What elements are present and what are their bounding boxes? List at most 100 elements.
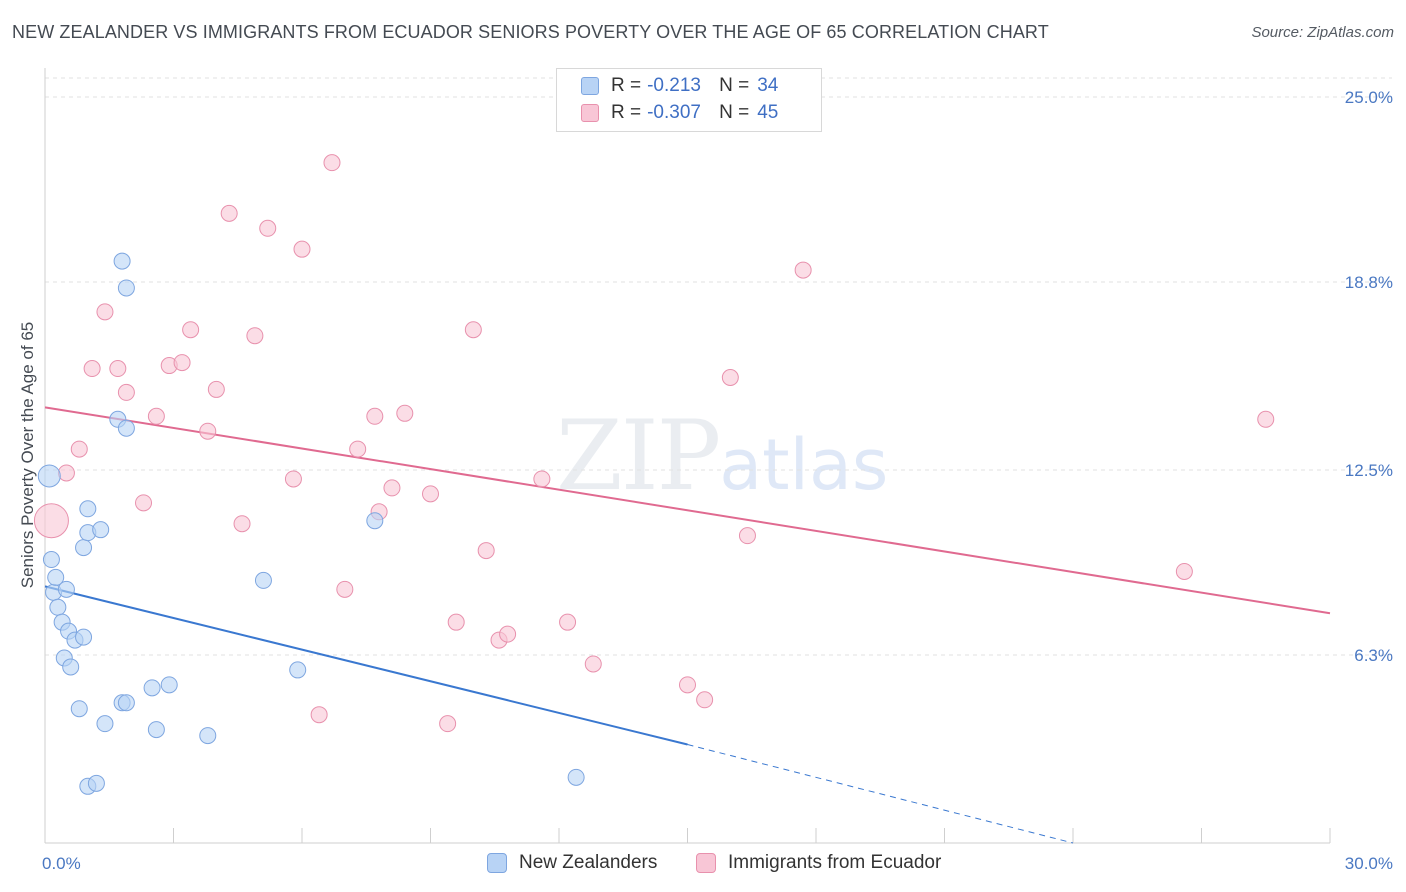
trend-line-immigrants-ecuador	[44, 406, 1331, 615]
point-new-zealanders	[289, 661, 307, 679]
point-immigrants-ecuador	[447, 613, 465, 631]
point-immigrants-ecuador	[70, 440, 88, 458]
legend-row-immigrants-ecuador: R = -0.307 N = 45	[581, 100, 778, 126]
y-tick-label: 12.5%	[1345, 461, 1393, 480]
point-new-zealanders	[57, 580, 75, 598]
point-new-zealanders	[160, 676, 178, 694]
point-new-zealanders	[117, 279, 135, 297]
x-tick-label-min: 0.0%	[42, 854, 81, 873]
point-new-zealanders	[87, 774, 105, 792]
point-immigrants-ecuador	[323, 154, 341, 172]
point-immigrants-ecuador	[207, 380, 225, 398]
point-immigrants-ecuador	[293, 240, 311, 258]
point-immigrants-ecuador	[135, 494, 153, 512]
point-immigrants-ecuador	[284, 470, 302, 488]
point-new-zealanders	[62, 658, 80, 676]
point-immigrants-ecuador	[422, 485, 439, 503]
point-immigrants-ecuador	[310, 706, 328, 724]
point-immigrants-ecuador	[96, 303, 114, 321]
point-immigrants-ecuador	[147, 407, 165, 425]
point-immigrants-ecuador	[464, 321, 482, 339]
point-immigrants-ecuador	[1257, 410, 1275, 428]
point-immigrants-ecuador	[259, 219, 277, 237]
legend-row-new-zealanders: R = -0.213 N = 34	[581, 73, 778, 99]
series-legend: New Zealanders Immigrants from Ecuador	[0, 852, 1406, 878]
axis-labels: 6.3% 12.5% 18.8% 25.0% 0.0% 30.0% Seniors Pove…	[18, 88, 1393, 873]
point-immigrants-ecuador	[477, 542, 495, 560]
point-immigrants-ecuador	[336, 580, 354, 598]
point-new-zealanders	[117, 419, 135, 437]
point-immigrants-ecuador	[584, 655, 602, 673]
point-immigrants-ecuador	[199, 422, 217, 440]
point-new-zealanders	[199, 727, 217, 745]
point-new-zealanders	[143, 679, 161, 697]
point-new-zealanders	[366, 512, 384, 530]
series-swatch-pink	[696, 853, 716, 873]
chart-title: NEW ZEALANDER VS IMMIGRANTS FROM ECUADOR…	[12, 22, 1049, 42]
point-immigrants-ecuador	[117, 383, 135, 401]
y-tick-label: 18.8%	[1345, 273, 1393, 292]
trend-line-new-zealanders-extension	[687, 744, 1074, 844]
point-immigrants-ecuador	[1175, 562, 1193, 580]
legend-r-value: -0.307	[647, 102, 701, 123]
legend-r-label: R =	[611, 102, 642, 123]
series-label: Immigrants from Ecuador	[728, 852, 942, 873]
y-axis-label: Seniors Poverty Over the Age of 65	[18, 322, 37, 588]
legend-n-value: 34	[757, 75, 779, 96]
point-immigrants-ecuador	[696, 691, 714, 709]
series-legend-immigrants-ecuador[interactable]: Immigrants from Ecuador	[696, 852, 941, 874]
point-new-zealanders	[96, 715, 114, 733]
legend-n-label: N =	[719, 102, 750, 123]
chart-source: Source: ZipAtlas.com	[1251, 24, 1394, 41]
point-immigrants-ecuador	[383, 479, 401, 497]
point-immigrants-ecuador	[439, 715, 457, 733]
point-new-zealanders	[567, 768, 585, 786]
point-new-zealanders	[70, 700, 88, 718]
point-new-zealanders	[254, 571, 272, 589]
point-immigrants-ecuador	[679, 676, 696, 694]
axes	[44, 68, 1331, 844]
point-new-zealanders	[47, 568, 65, 586]
point-immigrants-ecuador	[109, 360, 127, 378]
point-immigrants-ecuador	[738, 527, 756, 545]
legend-n-label: N =	[719, 75, 750, 96]
watermark-atlas: atlas	[719, 424, 889, 506]
point-immigrants-ecuador	[182, 321, 200, 339]
point-new-zealanders	[117, 694, 135, 712]
point-immigrants-ecuador	[349, 440, 367, 458]
point-immigrants-ecuador	[33, 503, 69, 539]
point-immigrants-ecuador	[83, 360, 101, 378]
point-immigrants-ecuador	[794, 261, 812, 279]
y-tick-label: 6.3%	[1354, 646, 1393, 665]
series-swatch-blue	[487, 853, 507, 873]
point-immigrants-ecuador	[233, 515, 251, 533]
point-new-zealanders	[75, 628, 93, 646]
correlation-legend: R = -0.213 N = 34 R = -0.307 N = 45	[556, 68, 822, 132]
trend-line-new-zealanders	[44, 585, 688, 746]
legend-swatch-blue	[581, 77, 599, 95]
point-immigrants-ecuador	[246, 327, 264, 345]
legend-n-value: 45	[757, 102, 779, 123]
point-new-zealanders	[92, 521, 110, 539]
point-new-zealanders	[79, 500, 97, 518]
point-immigrants-ecuador	[366, 407, 384, 425]
point-immigrants-ecuador	[533, 470, 551, 488]
data-points	[33, 154, 1275, 795]
point-immigrants-ecuador	[220, 204, 238, 222]
series-legend-new-zealanders[interactable]: New Zealanders	[487, 852, 657, 874]
y-tick-label: 25.0%	[1345, 88, 1393, 107]
legend-swatch-pink	[581, 104, 599, 122]
point-new-zealanders	[37, 464, 61, 488]
point-immigrants-ecuador	[173, 354, 191, 372]
x-tick-label-max: 30.0%	[1345, 854, 1393, 873]
point-new-zealanders	[147, 721, 165, 739]
series-label: New Zealanders	[519, 852, 658, 873]
point-new-zealanders	[42, 551, 60, 569]
trend-lines	[44, 406, 1331, 844]
point-immigrants-ecuador	[396, 404, 414, 422]
legend-r-label: R =	[611, 75, 642, 96]
point-immigrants-ecuador	[559, 613, 577, 631]
point-new-zealanders	[113, 252, 131, 270]
point-new-zealanders	[75, 539, 93, 557]
